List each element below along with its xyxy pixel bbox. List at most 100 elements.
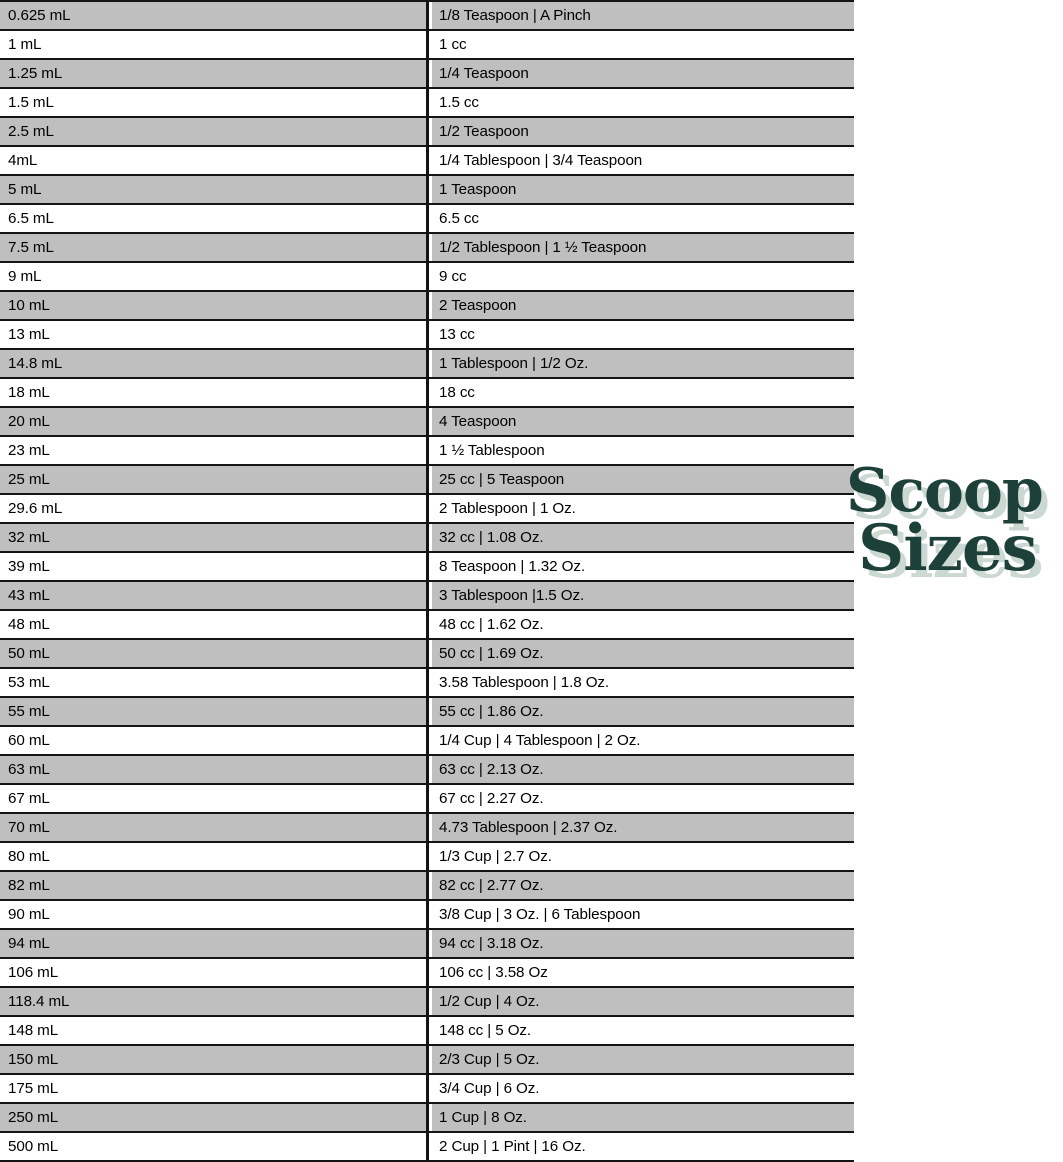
cell-equivalent: 1 ½ Tablespoon — [427, 435, 854, 466]
logo-line-sizes: Sizes — [858, 511, 1038, 586]
cell-millilitres: 23 mL — [0, 435, 429, 466]
cell-millilitres: 150 mL — [0, 1044, 429, 1075]
table-row: 118.4 mL 1/2 Cup | 4 Oz. — [0, 986, 854, 1017]
cell-equivalent: 8 Teaspoon | 1.32 Oz. — [427, 551, 854, 582]
cell-equivalent: 6.5 cc — [427, 203, 854, 234]
cell-millilitres: 67 mL — [0, 783, 429, 814]
cell-equivalent: 55 cc | 1.86 Oz. — [427, 696, 854, 727]
table-row: 0.625 mL 1/8 Teaspoon | A Pinch — [0, 0, 854, 31]
cell-equivalent: 1/4 Cup | 4 Tablespoon | 2 Oz. — [427, 725, 854, 756]
cell-millilitres: 43 mL — [0, 580, 429, 611]
table-row: 106 mL 106 cc | 3.58 Oz — [0, 957, 854, 988]
table-row: 1 mL 1 cc — [0, 29, 854, 60]
cell-millilitres: 20 mL — [0, 406, 429, 437]
cell-equivalent: 1/3 Cup | 2.7 Oz. — [427, 841, 854, 872]
cell-equivalent: 2/3 Cup | 5 Oz. — [427, 1044, 854, 1075]
cell-equivalent: 82 cc | 2.77 Oz. — [427, 870, 854, 901]
cell-equivalent: 94 cc | 3.18 Oz. — [427, 928, 854, 959]
scoop-sizes-logo: Scoop Sizes — [846, 456, 1063, 622]
cell-equivalent: 48 cc | 1.62 Oz. — [427, 609, 854, 640]
cell-equivalent: 1/8 Teaspoon | A Pinch — [427, 0, 854, 31]
table-row: 10 mL 2 Teaspoon — [0, 290, 854, 321]
table-row: 2.5 mL 1/2 Teaspoon — [0, 116, 854, 147]
cell-millilitres: 118.4 mL — [0, 986, 429, 1017]
table-row: 9 mL 9 cc — [0, 261, 854, 292]
cell-equivalent: 1 Teaspoon — [427, 174, 854, 205]
cell-equivalent: 2 Teaspoon — [427, 290, 854, 321]
cell-equivalent: 1/2 Tablespoon | 1 ½ Teaspoon — [427, 232, 854, 263]
cell-millilitres: 82 mL — [0, 870, 429, 901]
cell-equivalent: 1 Cup | 8 Oz. — [427, 1102, 854, 1133]
cell-equivalent: 1 Tablespoon | 1/2 Oz. — [427, 348, 854, 379]
cell-equivalent: 3.58 Tablespoon | 1.8 Oz. — [427, 667, 854, 698]
cell-millilitres: 7.5 mL — [0, 232, 429, 263]
table-row: 6.5 mL 6.5 cc — [0, 203, 854, 234]
cell-millilitres: 9 mL — [0, 261, 429, 292]
cell-equivalent: 3/4 Cup | 6 Oz. — [427, 1073, 854, 1104]
table-row: 150 mL 2/3 Cup | 5 Oz. — [0, 1044, 854, 1075]
table-row: 55 mL 55 cc | 1.86 Oz. — [0, 696, 854, 727]
cell-millilitres: 60 mL — [0, 725, 429, 756]
cell-millilitres: 70 mL — [0, 812, 429, 843]
cell-millilitres: 94 mL — [0, 928, 429, 959]
cell-millilitres: 10 mL — [0, 290, 429, 321]
table-row: 67 mL 67 cc | 2.27 Oz. — [0, 783, 854, 814]
table-row: 148 mL 148 cc | 5 Oz. — [0, 1015, 854, 1046]
logo-line-scoop: Scoop — [846, 456, 1044, 526]
table-row: 25 mL 25 cc | 5 Teaspoon — [0, 464, 854, 495]
table-row: 500 mL 2 Cup | 1 Pint | 16 Oz. — [0, 1131, 854, 1162]
table-row: 250 mL 1 Cup | 8 Oz. — [0, 1102, 854, 1133]
table-row: 63 mL 63 cc | 2.13 Oz. — [0, 754, 854, 785]
cell-millilitres: 39 mL — [0, 551, 429, 582]
cell-millilitres: 5 mL — [0, 174, 429, 205]
table-row: 32 mL 32 cc | 1.08 Oz. — [0, 522, 854, 553]
table-row: 29.6 mL 2 Tablespoon | 1 Oz. — [0, 493, 854, 524]
cell-equivalent: 25 cc | 5 Teaspoon — [427, 464, 854, 495]
cell-millilitres: 106 mL — [0, 957, 429, 988]
table-row: 5 mL 1 Teaspoon — [0, 174, 854, 205]
cell-millilitres: 250 mL — [0, 1102, 429, 1133]
cell-equivalent: 9 cc — [427, 261, 854, 292]
table-row: 80 mL 1/3 Cup | 2.7 Oz. — [0, 841, 854, 872]
table-row: 70 mL 4.73 Tablespoon | 2.37 Oz. — [0, 812, 854, 843]
cell-equivalent: 2 Cup | 1 Pint | 16 Oz. — [427, 1131, 854, 1162]
cell-equivalent: 32 cc | 1.08 Oz. — [427, 522, 854, 553]
cell-equivalent: 4.73 Tablespoon | 2.37 Oz. — [427, 812, 854, 843]
cell-millilitres: 48 mL — [0, 609, 429, 640]
cell-millilitres: 148 mL — [0, 1015, 429, 1046]
table-row: 20 mL 4 Teaspoon — [0, 406, 854, 437]
cell-millilitres: 1.5 mL — [0, 87, 429, 118]
table-row: 90 mL 3/8 Cup | 3 Oz. | 6 Tablespoon — [0, 899, 854, 930]
table-row: 48 mL 48 cc | 1.62 Oz. — [0, 609, 854, 640]
cell-equivalent: 1 cc — [427, 29, 854, 60]
cell-equivalent: 50 cc | 1.69 Oz. — [427, 638, 854, 669]
cell-equivalent: 13 cc — [427, 319, 854, 350]
cell-millilitres: 18 mL — [0, 377, 429, 408]
cell-millilitres: 14.8 mL — [0, 348, 429, 379]
cell-millilitres: 25 mL — [0, 464, 429, 495]
conversion-table: 0.625 mL 1/8 Teaspoon | A Pinch 1 mL 1 cc 1.… — [0, 0, 854, 1162]
cell-millilitres: 13 mL — [0, 319, 429, 350]
cell-equivalent: 1/4 Tablespoon | 3/4 Teaspoon — [427, 145, 854, 176]
cell-equivalent: 18 cc — [427, 377, 854, 408]
cell-equivalent: 67 cc | 2.27 Oz. — [427, 783, 854, 814]
table-row: 94 mL 94 cc | 3.18 Oz. — [0, 928, 854, 959]
cell-millilitres: 0.625 mL — [0, 0, 429, 31]
cell-millilitres: 4mL — [0, 145, 429, 176]
table-row: 175 mL 3/4 Cup | 6 Oz. — [0, 1073, 854, 1104]
cell-millilitres: 29.6 mL — [0, 493, 429, 524]
table-row: 1.5 mL 1.5 cc — [0, 87, 854, 118]
cell-equivalent: 2 Tablespoon | 1 Oz. — [427, 493, 854, 524]
cell-millilitres: 500 mL — [0, 1131, 429, 1162]
cell-equivalent: 63 cc | 2.13 Oz. — [427, 754, 854, 785]
cell-equivalent: 1/2 Teaspoon — [427, 116, 854, 147]
table-row: 1.25 mL 1/4 Teaspoon — [0, 58, 854, 89]
cell-millilitres: 1 mL — [0, 29, 429, 60]
cell-equivalent: 1/4 Teaspoon — [427, 58, 854, 89]
cell-millilitres: 80 mL — [0, 841, 429, 872]
cell-millilitres: 175 mL — [0, 1073, 429, 1104]
cell-equivalent: 106 cc | 3.58 Oz — [427, 957, 854, 988]
table-row: 23 mL 1 ½ Tablespoon — [0, 435, 854, 466]
cell-millilitres: 55 mL — [0, 696, 429, 727]
